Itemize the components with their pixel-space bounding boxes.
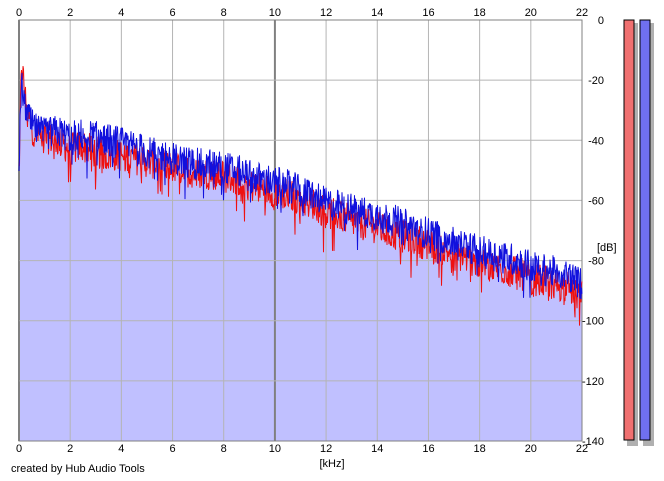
x-tick-label-bottom: 2: [67, 443, 73, 455]
x-tick-label: 22: [576, 7, 588, 19]
x-tick-label-bottom: 4: [118, 443, 124, 455]
credit-text: created by Hub Audio Tools: [11, 463, 145, 475]
x-tick-label: 14: [371, 7, 383, 19]
x-axis-label: [kHz]: [319, 458, 344, 470]
level-meter-1: [623, 19, 635, 441]
y-tick-label: 0: [598, 15, 604, 27]
level-meters: [623, 19, 654, 446]
x-tick-label-bottom: 16: [422, 443, 434, 455]
x-tick-label-bottom: 10: [269, 443, 281, 455]
y-tick-label: -20: [588, 75, 604, 87]
y-tick-label: -140: [582, 436, 604, 448]
x-tick-label-bottom: 18: [474, 443, 486, 455]
x-tick-label-bottom: 0: [16, 443, 22, 455]
series-layer: [18, 66, 583, 326]
y-tick-labels: 0 -20 -40 -60 -80 -100 -120 -140: [582, 15, 604, 448]
y-tick-label: -120: [582, 376, 604, 388]
y-tick-label: -60: [588, 195, 604, 207]
x-tick-label-bottom: 22: [576, 443, 588, 455]
series-line-2: [18, 72, 583, 300]
x-tick-label: 20: [525, 7, 537, 19]
x-tick-label: 16: [422, 7, 434, 19]
x-tick-label-bottom: 20: [525, 443, 537, 455]
x-tick-label: 12: [320, 7, 332, 19]
x-tick-label-bottom: 14: [371, 443, 383, 455]
x-tick-label: 2: [67, 7, 73, 19]
x-tick-label: 0: [16, 7, 22, 19]
y-axis-label: [dB]: [597, 242, 617, 254]
plot-frame: [18, 19, 583, 442]
x-tick-label-bottom: 12: [320, 443, 332, 455]
x-tick-label-bottom: 6: [169, 443, 175, 455]
x-tick-label: 6: [169, 7, 175, 19]
x-tick-label: 8: [221, 7, 227, 19]
x-tick-label: 4: [118, 7, 124, 19]
y-tick-label: -40: [588, 135, 604, 147]
grid-layer: [18, 19, 583, 442]
x-tick-label-bottom: 8: [221, 443, 227, 455]
x-tick-label: 10: [269, 7, 281, 19]
y-tick-label: -100: [582, 316, 604, 328]
level-meter-2: [639, 19, 651, 441]
y-tick-label: -80: [588, 256, 604, 268]
plot-fill-layer: [19, 66, 582, 441]
x-tick-label: 18: [474, 7, 486, 19]
spectrum-area-fill: [19, 66, 582, 441]
